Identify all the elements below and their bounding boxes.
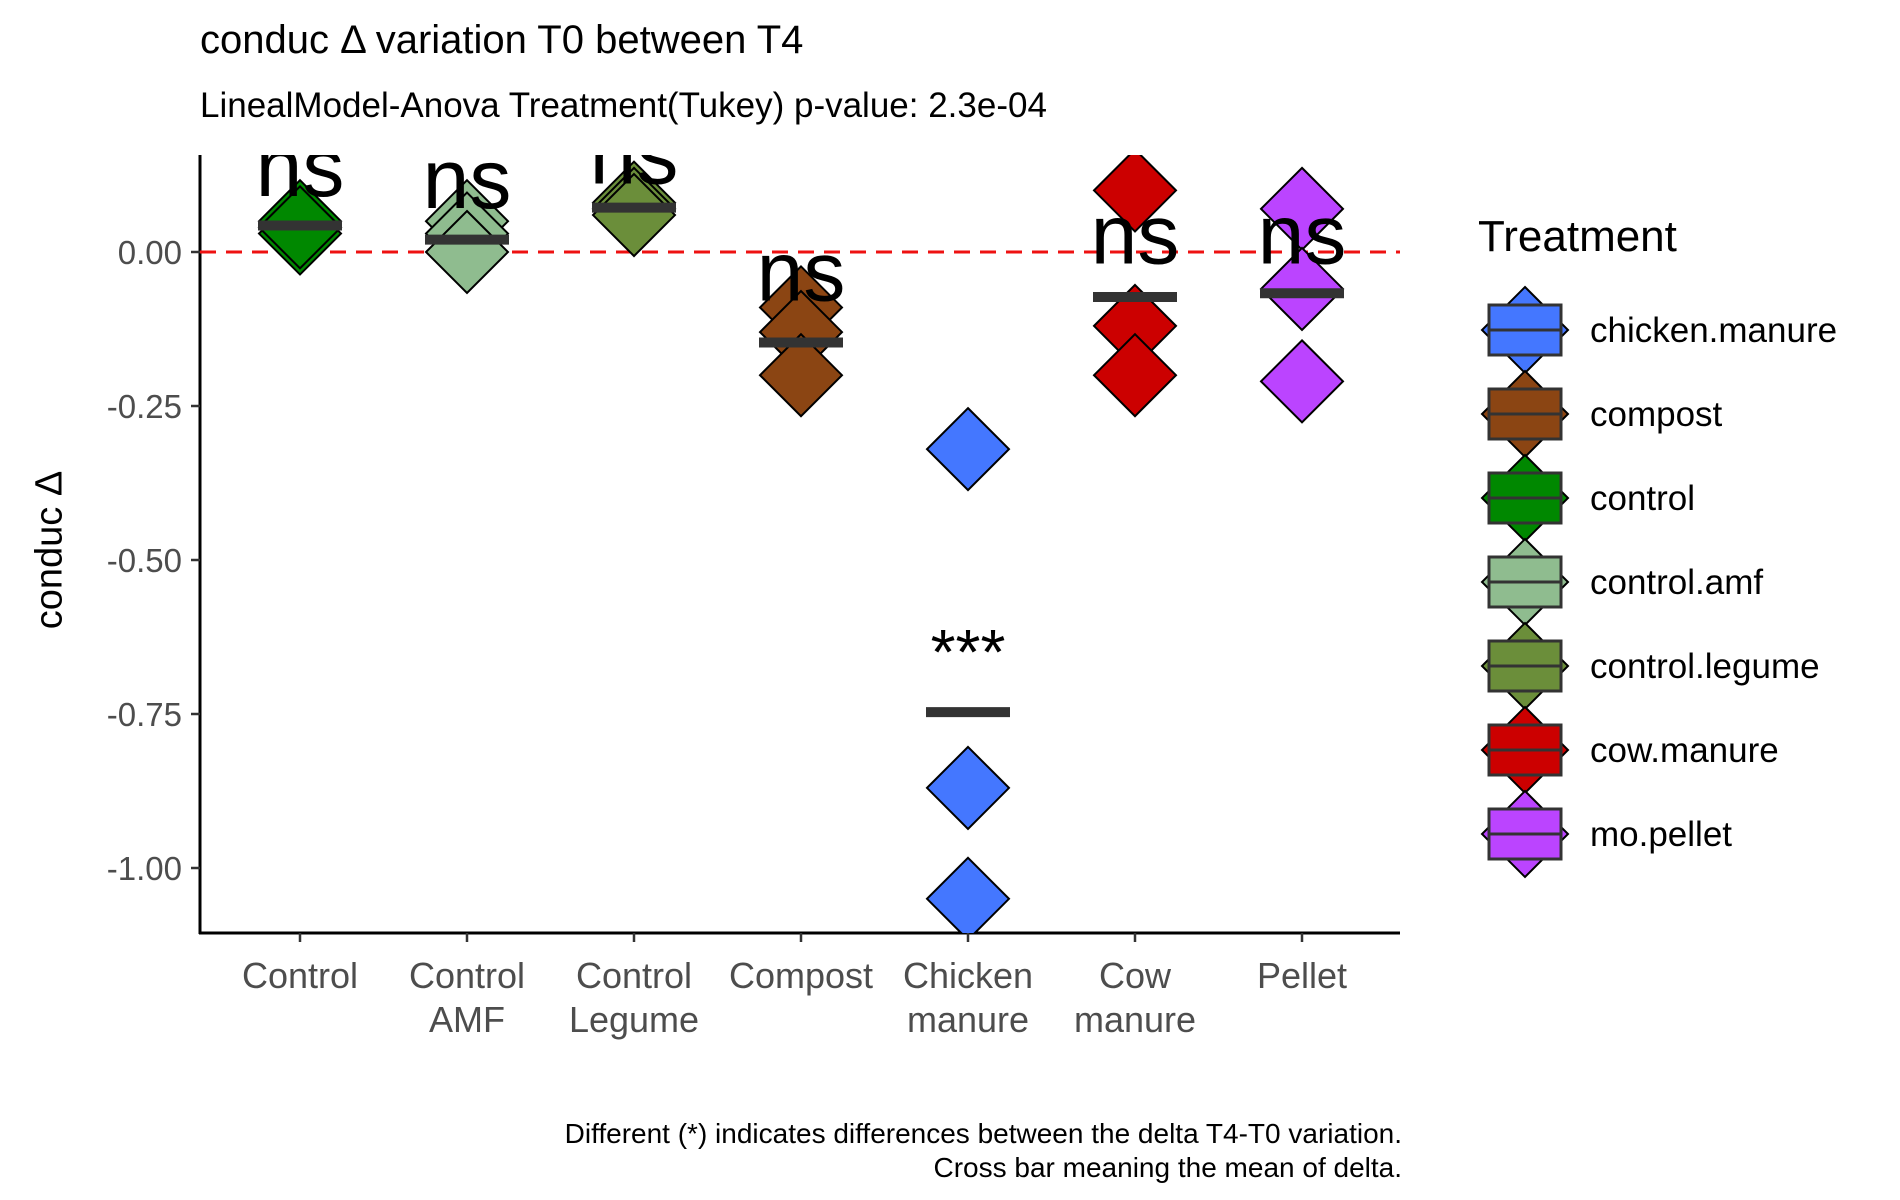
x-tick-label: Pellet bbox=[1257, 955, 1347, 996]
caption-line-2: Cross bar meaning the mean of delta. bbox=[933, 1152, 1402, 1183]
y-tick-label: -0.75 bbox=[107, 696, 182, 733]
legend-label: compost bbox=[1590, 395, 1723, 434]
significance-label: ns bbox=[757, 224, 846, 318]
data-point bbox=[591, 172, 677, 258]
y-tick-label: -1.00 bbox=[107, 850, 182, 887]
data-point bbox=[1259, 338, 1345, 424]
x-tick-label: Legume bbox=[569, 999, 699, 1040]
x-tick-label: Compost bbox=[729, 955, 873, 996]
y-tick-label: -0.25 bbox=[107, 388, 182, 425]
x-tick-label: manure bbox=[1074, 999, 1196, 1040]
data-point bbox=[925, 856, 1011, 933]
legend-label: control.legume bbox=[1590, 647, 1820, 686]
data-point bbox=[1092, 155, 1178, 233]
legend-label: cow.manure bbox=[1590, 731, 1779, 770]
x-tick-label: Control bbox=[409, 955, 525, 996]
chart-title: conduc Δ variation T0 between T4 bbox=[200, 18, 804, 62]
x-tick-label: Control bbox=[576, 955, 692, 996]
legend-label: control.amf bbox=[1590, 563, 1763, 602]
y-tick-label: 0.00 bbox=[118, 234, 182, 271]
significance-label: ns bbox=[590, 107, 679, 201]
significance-label: ns bbox=[423, 132, 512, 226]
significance-label: *** bbox=[931, 616, 1006, 688]
x-tick-label: Chicken bbox=[903, 955, 1033, 996]
x-tick-label: AMF bbox=[429, 999, 505, 1040]
chart-subtitle: LinealModel-Anova Treatment(Tukey) p-val… bbox=[200, 86, 1047, 125]
x-tick-label: Control bbox=[242, 955, 358, 996]
significance-label: ns bbox=[1091, 188, 1180, 282]
x-tick-label: Cow bbox=[1099, 955, 1172, 996]
data-point bbox=[758, 332, 844, 418]
legend-label: control bbox=[1590, 479, 1695, 518]
data-point bbox=[1092, 332, 1178, 418]
data-point bbox=[925, 406, 1011, 492]
y-tick-label: -0.50 bbox=[107, 542, 182, 579]
data-point bbox=[925, 745, 1011, 831]
legend-label: mo.pellet bbox=[1590, 815, 1732, 854]
caption-line-1: Different (*) indicates differences betw… bbox=[564, 1118, 1402, 1149]
significance-label: ns bbox=[256, 120, 345, 214]
legend-label: chicken.manure bbox=[1590, 311, 1837, 350]
significance-label: ns bbox=[1258, 188, 1347, 282]
x-tick-label: manure bbox=[907, 999, 1029, 1040]
legend-title: Treatment bbox=[1478, 212, 1677, 261]
